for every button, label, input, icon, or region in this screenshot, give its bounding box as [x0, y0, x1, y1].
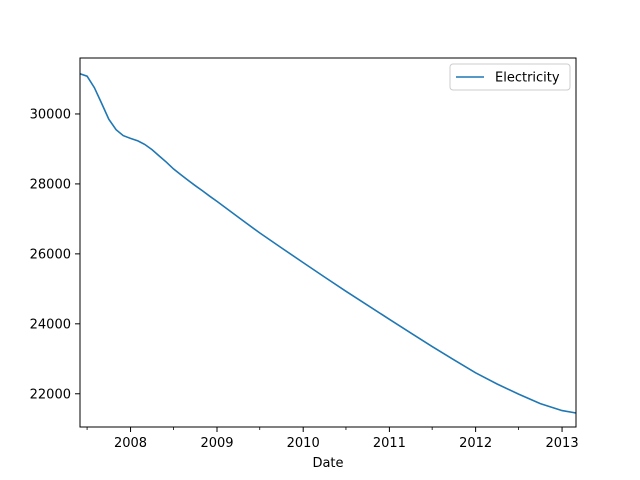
x-axis-title: Date: [312, 456, 343, 471]
x-tick-label: 2011: [373, 436, 406, 451]
y-tick-label: 30000: [30, 107, 71, 122]
x-tick-label: 2013: [546, 436, 579, 451]
plot-background: [80, 58, 576, 427]
x-tick-label: 2008: [114, 436, 147, 451]
y-tick-label: 22000: [30, 387, 71, 402]
legend: Electricity: [449, 63, 571, 91]
x-tick-label: 2010: [287, 436, 320, 451]
legend-box: [449, 63, 571, 91]
y-tick-label: 24000: [30, 317, 71, 332]
y-axis-ticks: 22000 24000 26000 28000 30000: [30, 107, 80, 402]
y-tick-label: 26000: [30, 247, 71, 262]
legend-label-electricity: Electricity: [495, 71, 560, 86]
x-tick-label: 2012: [459, 436, 492, 451]
y-tick-label: 28000: [30, 177, 71, 192]
plot-frame: [79, 57, 577, 428]
x-tick-label: 2009: [200, 436, 233, 451]
electricity-series-line: [79, 72, 577, 414]
x-axis-ticks: 2008 2009 2010 2011 2012 2013: [86, 427, 579, 451]
